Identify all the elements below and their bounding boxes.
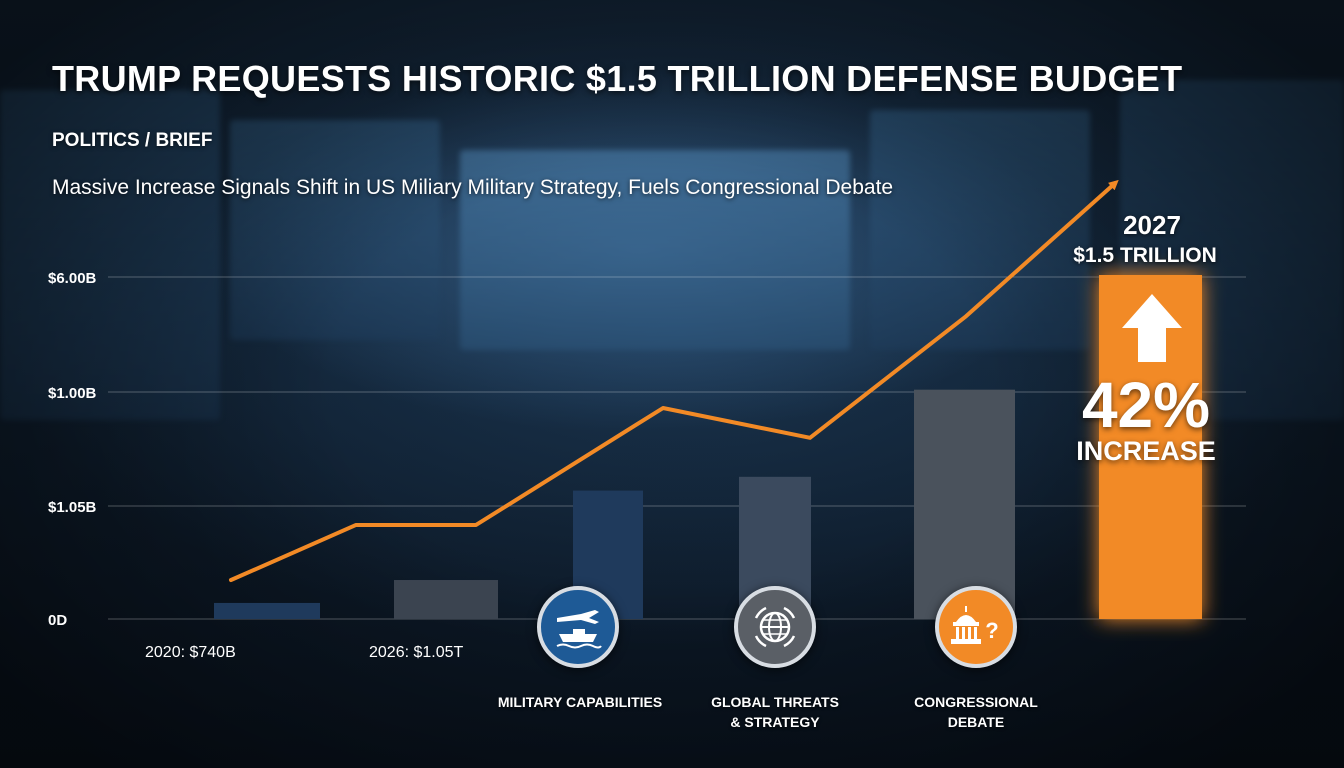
callout-amount: $1.5 TRILLION <box>1073 244 1217 267</box>
page-title: TRUMP REQUESTS HISTORIC $1.5 TRILLION DE… <box>52 58 1183 99</box>
up-arrow-icon <box>1122 294 1182 362</box>
section-kicker: POLITICS / BRIEF <box>52 130 213 151</box>
bar <box>214 602 320 619</box>
callout-year: 2027 <box>1123 210 1181 240</box>
jet-and-ship-icon <box>556 610 602 649</box>
military-capabilities-badge <box>537 586 619 668</box>
increase-label: INCREASE <box>1076 436 1216 466</box>
globe-icon <box>754 606 796 648</box>
topic-label-military: MILITARY CAPABILITIES <box>497 694 663 710</box>
y-tick-label: $6.00B <box>48 270 97 287</box>
page-subtitle: Massive Increase Signals Shift in US Mil… <box>52 176 894 199</box>
global-threats-badge <box>734 586 816 668</box>
topic-label-global-threats: GLOBAL THREATS & STRATEGY <box>711 694 839 730</box>
bar <box>394 580 498 619</box>
svg-text:?: ? <box>985 618 998 643</box>
x-axis-label: 2026: $1.05T <box>369 644 464 661</box>
y-tick-label: $1.05B <box>48 499 97 516</box>
y-tick-label: 0D <box>48 612 67 629</box>
capitol-question-icon: ? <box>951 606 999 644</box>
trend-line <box>229 179 1119 583</box>
bar <box>914 389 1015 619</box>
increase-percent: 42% <box>1081 369 1211 441</box>
congressional-debate-badge: ? <box>935 586 1017 668</box>
topic-label-congressional: CONGRESSIONAL DEBATE <box>914 694 1038 730</box>
y-tick-label: $1.00B <box>48 385 97 402</box>
x-axis-label: 2020: $740B <box>145 644 236 661</box>
